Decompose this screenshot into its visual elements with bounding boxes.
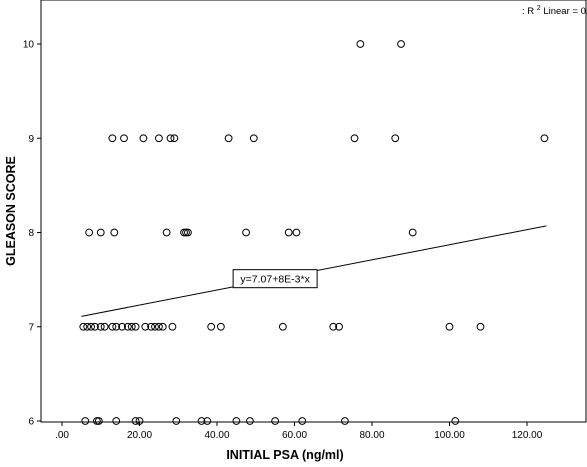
data-point xyxy=(168,322,177,331)
data-point xyxy=(87,322,95,331)
data-point xyxy=(141,322,150,331)
data-point xyxy=(118,322,126,331)
y-tick-label: 8 xyxy=(28,228,34,239)
data-point xyxy=(329,322,338,331)
data-point xyxy=(391,134,400,143)
data-point xyxy=(184,228,192,237)
y-tick-label: 10 xyxy=(23,40,35,51)
data-point xyxy=(284,228,293,237)
y-tick-label: 9 xyxy=(28,134,34,145)
data-point xyxy=(232,417,241,425)
data-point xyxy=(292,228,301,237)
data-point xyxy=(158,322,167,331)
fit-equation-frame xyxy=(232,269,318,289)
fit-equation-label: y=7.07+8E-3*x xyxy=(240,274,310,286)
data-point xyxy=(110,228,119,237)
y-axis-ticks: 6 7 8 9 10 xyxy=(23,40,41,428)
data-point xyxy=(172,417,181,425)
data-point xyxy=(123,322,132,331)
x-tick-label: .00 xyxy=(55,430,69,441)
data-point xyxy=(131,417,140,425)
data-point xyxy=(340,417,349,425)
plot-frame xyxy=(40,0,587,423)
data-point xyxy=(108,322,117,331)
data-point xyxy=(207,322,216,331)
r2-superscript: 2 xyxy=(537,5,541,12)
data-point xyxy=(182,228,190,237)
data-point xyxy=(278,322,287,331)
data-point xyxy=(180,228,188,237)
y-tick-label: 7 xyxy=(28,322,34,333)
r2-value: Linear = 0.046 xyxy=(543,6,587,17)
data-point xyxy=(108,134,117,143)
data-point xyxy=(350,134,359,143)
data-point xyxy=(356,40,365,48)
data-point xyxy=(96,228,105,237)
data-point xyxy=(120,134,128,143)
data-point xyxy=(197,417,206,425)
data-point xyxy=(112,417,121,425)
r2-annotation: : R 2 Linear = 0.046 xyxy=(522,2,587,17)
x-tick-label: 20.00 xyxy=(127,430,152,441)
x-axis-ticks: .00 20.00 40.00 60.00 80.00 100.00 120.00 xyxy=(55,422,543,441)
x-axis-title: INITIAL PSA (ng/ml) xyxy=(226,448,343,462)
data-point xyxy=(131,322,140,331)
data-point xyxy=(249,134,258,143)
y-tick-label: 6 xyxy=(28,417,34,428)
data-point xyxy=(445,322,454,331)
data-point xyxy=(139,134,148,143)
fit-equation-box: y=7.07+8E-3*x xyxy=(232,269,318,289)
x-tick-label: 120.00 xyxy=(512,430,543,441)
data-point xyxy=(127,322,136,331)
data-point xyxy=(271,417,280,425)
data-point xyxy=(91,322,99,331)
data-point xyxy=(154,322,163,331)
x-tick-label: 60.00 xyxy=(282,430,307,441)
data-point xyxy=(166,134,175,143)
y-axis-title: GLEASON SCORE xyxy=(4,156,18,266)
data-point xyxy=(94,417,103,425)
data-point xyxy=(451,417,460,425)
data-point xyxy=(151,322,159,331)
data-point xyxy=(224,134,233,143)
x-tick-label: 80.00 xyxy=(359,430,384,441)
x-tick-label: 40.00 xyxy=(204,430,229,441)
data-point xyxy=(540,134,549,143)
data-point xyxy=(408,228,417,237)
data-point xyxy=(298,417,307,425)
data-point xyxy=(100,322,109,331)
data-point xyxy=(246,417,254,425)
data-point xyxy=(154,134,163,143)
data-point xyxy=(170,134,179,143)
r2-r: R xyxy=(527,6,534,17)
data-point xyxy=(147,322,156,331)
data-point xyxy=(203,417,212,425)
data-point xyxy=(81,417,90,425)
data-point xyxy=(83,322,92,331)
data-point xyxy=(216,322,225,331)
data-point xyxy=(242,228,250,237)
r2-annotation-prefix: : xyxy=(522,6,525,17)
data-point xyxy=(335,322,343,331)
data-point xyxy=(397,40,405,48)
x-tick-label: 100.00 xyxy=(434,430,465,441)
data-point xyxy=(96,322,105,331)
data-point xyxy=(476,322,485,331)
data-point xyxy=(85,228,94,237)
data-point xyxy=(162,228,171,237)
data-point xyxy=(112,322,121,331)
data-point xyxy=(135,417,144,425)
data-points xyxy=(79,40,549,425)
data-point xyxy=(92,417,101,425)
data-point xyxy=(79,322,88,331)
